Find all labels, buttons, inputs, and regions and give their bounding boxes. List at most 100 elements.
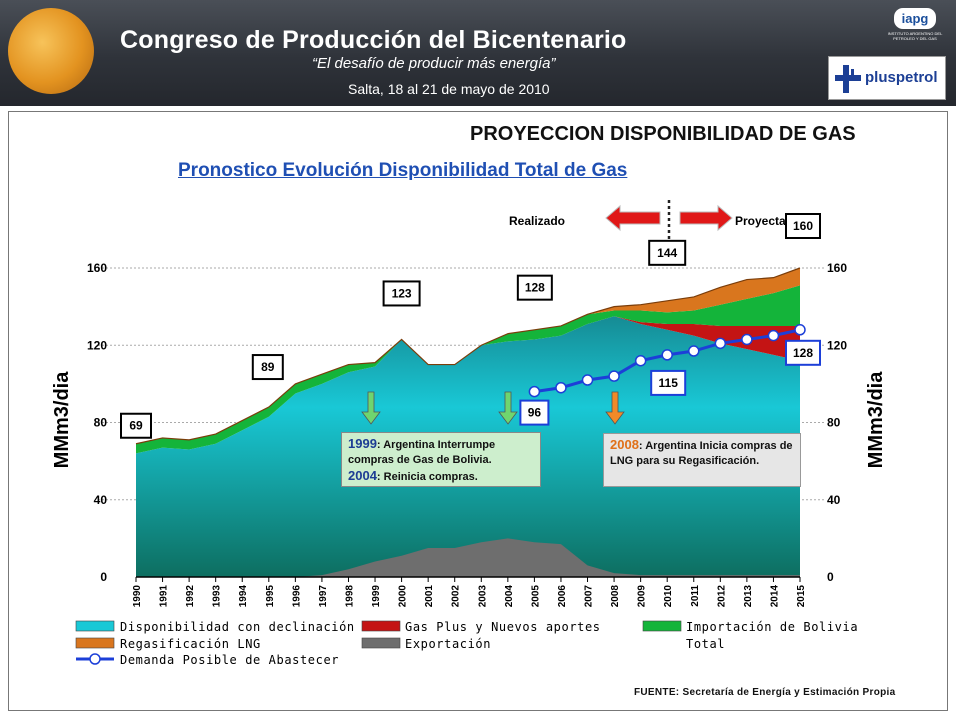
- x-tick-label: 2005: [530, 585, 541, 608]
- y-tick-left: 120: [87, 338, 107, 352]
- x-tick-label: 1996: [291, 585, 302, 608]
- proyectado-label: Proyectado: [735, 214, 800, 228]
- y-axis-label-left: MMm3/dia: [51, 371, 73, 469]
- x-tick-label: 1997: [318, 585, 329, 608]
- legend-label-gas-plus: Gas Plus y Nuevos aportes: [405, 620, 601, 634]
- area-regasificacion-lng: [136, 268, 800, 444]
- x-tick-label: 2011: [690, 585, 701, 607]
- demand-point: [528, 385, 541, 398]
- x-tick-label: 2004: [504, 585, 515, 608]
- x-tick-label: 2001: [424, 585, 435, 608]
- callout-box: [519, 399, 550, 426]
- pluspetrol-wordmark: pluspetrol: [865, 69, 938, 86]
- y-tick-left: 80: [94, 416, 108, 430]
- callout-value: 128: [525, 281, 545, 295]
- x-tick-label: 2013: [743, 585, 754, 608]
- realizado-label: Realizado: [509, 214, 565, 228]
- area-gas-plus: [136, 316, 800, 454]
- legend-label-bolivia: Importación de Bolivia: [686, 620, 858, 634]
- demand-series: [528, 324, 806, 398]
- y-tick-right: 0: [827, 570, 834, 584]
- callout-value: 123: [392, 286, 412, 300]
- demand-point: [714, 337, 727, 350]
- demand-point: [741, 333, 753, 346]
- x-tick-label: 1993: [212, 585, 223, 608]
- x-tick-label: 2000: [398, 585, 409, 608]
- callout-box: [785, 213, 821, 239]
- callout-value: 160: [793, 219, 813, 233]
- annotation-bolivia: 1999: Argentina Interrumpe compras de Ga…: [341, 432, 541, 487]
- legend-label-lng: Regasificación LNG: [120, 637, 261, 651]
- annotation-lng: 2008: Argentina Inicia compras de LNG pa…: [603, 433, 801, 487]
- annotation-1999-year: 1999: [348, 436, 377, 451]
- x-tick-label: 2003: [477, 585, 488, 608]
- x-tick-label: 2008: [610, 585, 621, 608]
- x-tick-label: 2012: [716, 585, 727, 608]
- legend-label-demanda: Demanda Posible de Abastecer: [120, 653, 339, 667]
- demand-point: [767, 329, 780, 342]
- x-tick-label: 2015: [796, 585, 807, 608]
- iapg-logo: iapg INSTITUTO ARGENTINO DEL PETROLEO Y …: [884, 6, 946, 50]
- pluspetrol-mark-icon: [835, 65, 861, 93]
- demand-point: [634, 354, 647, 367]
- callout-value: 89: [261, 360, 275, 374]
- demand-point: [608, 370, 620, 382]
- legend-swatch-exportacion: [361, 637, 401, 649]
- x-tick-label: 2009: [637, 585, 648, 608]
- callout-box: [382, 280, 421, 307]
- total-line: [135, 267, 801, 445]
- y-tick-right: 120: [827, 338, 847, 352]
- slide-title: PROYECCION DISPONIBILIDAD DE GAS: [470, 123, 856, 145]
- demand-point: [688, 345, 700, 357]
- congress-date: Salta, 18 al 21 de mayo de 2010: [348, 81, 550, 97]
- legend-swatch-lng: [75, 637, 115, 649]
- demand-point: [661, 349, 673, 361]
- area-exportacion: [136, 538, 800, 577]
- x-tick-label: 2007: [584, 585, 595, 608]
- annotation-2004-year: 2004: [348, 468, 377, 483]
- demand-point: [581, 374, 594, 386]
- x-tick-label: 1990: [132, 585, 143, 608]
- x-tick-label: 1994: [238, 585, 249, 608]
- y-tick-left: 40: [94, 493, 108, 507]
- legend-swatch-gas-plus: [361, 620, 401, 632]
- slide-frame: [8, 111, 948, 711]
- chart-legend: Disponibilidad con declinación Gas Plus y…: [75, 620, 858, 667]
- iapg-logo-subtitle: INSTITUTO ARGENTINO DEL PETROLEO Y DEL G…: [887, 31, 943, 41]
- x-tick-label: 1991: [159, 585, 170, 608]
- pluspetrol-logo: pluspetrol: [828, 56, 946, 100]
- header-banner: Congreso de Producción del Bicentenario …: [0, 0, 956, 106]
- callout-box: [120, 412, 152, 439]
- x-tick-label: 1999: [371, 585, 382, 608]
- callout-value: 96: [528, 406, 542, 420]
- legend-swatch-disponibilidad: [75, 620, 115, 632]
- annotation-2008-year: 2008: [610, 437, 639, 452]
- legend-label-disponibilidad: Disponibilidad con declinación: [120, 620, 355, 634]
- congress-logo-icon: [8, 8, 94, 94]
- annotation-2004-arrow-icon: [498, 391, 518, 425]
- x-tick-label: 2010: [663, 585, 674, 608]
- legend-label-total: Total: [686, 637, 725, 651]
- annotation-2008-text: : Argentina Inicia compras de LNG para s…: [610, 440, 793, 467]
- annotation-2004-text: : Reinicia compras.: [376, 471, 478, 483]
- tick-labels: 0 0 40 40 80 80 120 120 160 160 1990 1991 1992 1993 19…: [51, 261, 887, 607]
- y-tick-right: 80: [827, 416, 841, 430]
- x-tick-label: 1992: [185, 585, 196, 608]
- x-tick-label: 1998: [344, 585, 355, 608]
- callout-box: [648, 239, 687, 266]
- annotation-1999-arrow-icon: [361, 391, 381, 425]
- y-tick-right: 160: [827, 261, 847, 275]
- y-axis-label-right: MMm3/dia: [865, 371, 887, 469]
- annotation-1999-text: : Argentina Interrumpe compras de Gas de…: [348, 439, 496, 466]
- x-tick-label: 2014: [769, 585, 780, 608]
- callout-box: [650, 369, 687, 396]
- source-note: FUENTE: Secretaría de Energía y Estimaci…: [634, 687, 896, 698]
- callout-value: 115: [659, 376, 679, 390]
- callout-box: [251, 354, 284, 381]
- demand-point: [794, 324, 806, 336]
- demand-point: [555, 381, 567, 394]
- area-importacion-bolivia: [136, 285, 800, 454]
- iapg-logo-mark: iapg: [893, 8, 937, 29]
- callout-value: 144: [657, 246, 677, 260]
